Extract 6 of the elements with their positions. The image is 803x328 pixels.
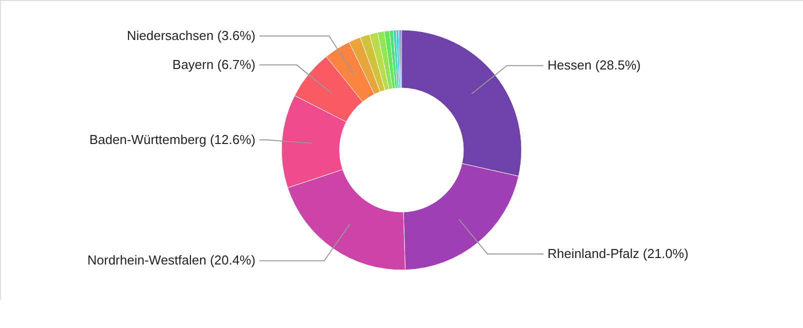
slice-label: Hessen (28.5%) [548, 58, 641, 73]
slice-label: Nordrhein-Westfalen (20.4%) [87, 252, 256, 268]
slice-label: Bayern (6.7%) [172, 56, 256, 72]
slice-label: Niedersachsen (3.6%) [126, 28, 256, 44]
slice-label: Rheinland-Pfalz (21.0%) [548, 246, 688, 262]
slice-label: Baden-Württemberg (12.6%) [89, 132, 256, 147]
